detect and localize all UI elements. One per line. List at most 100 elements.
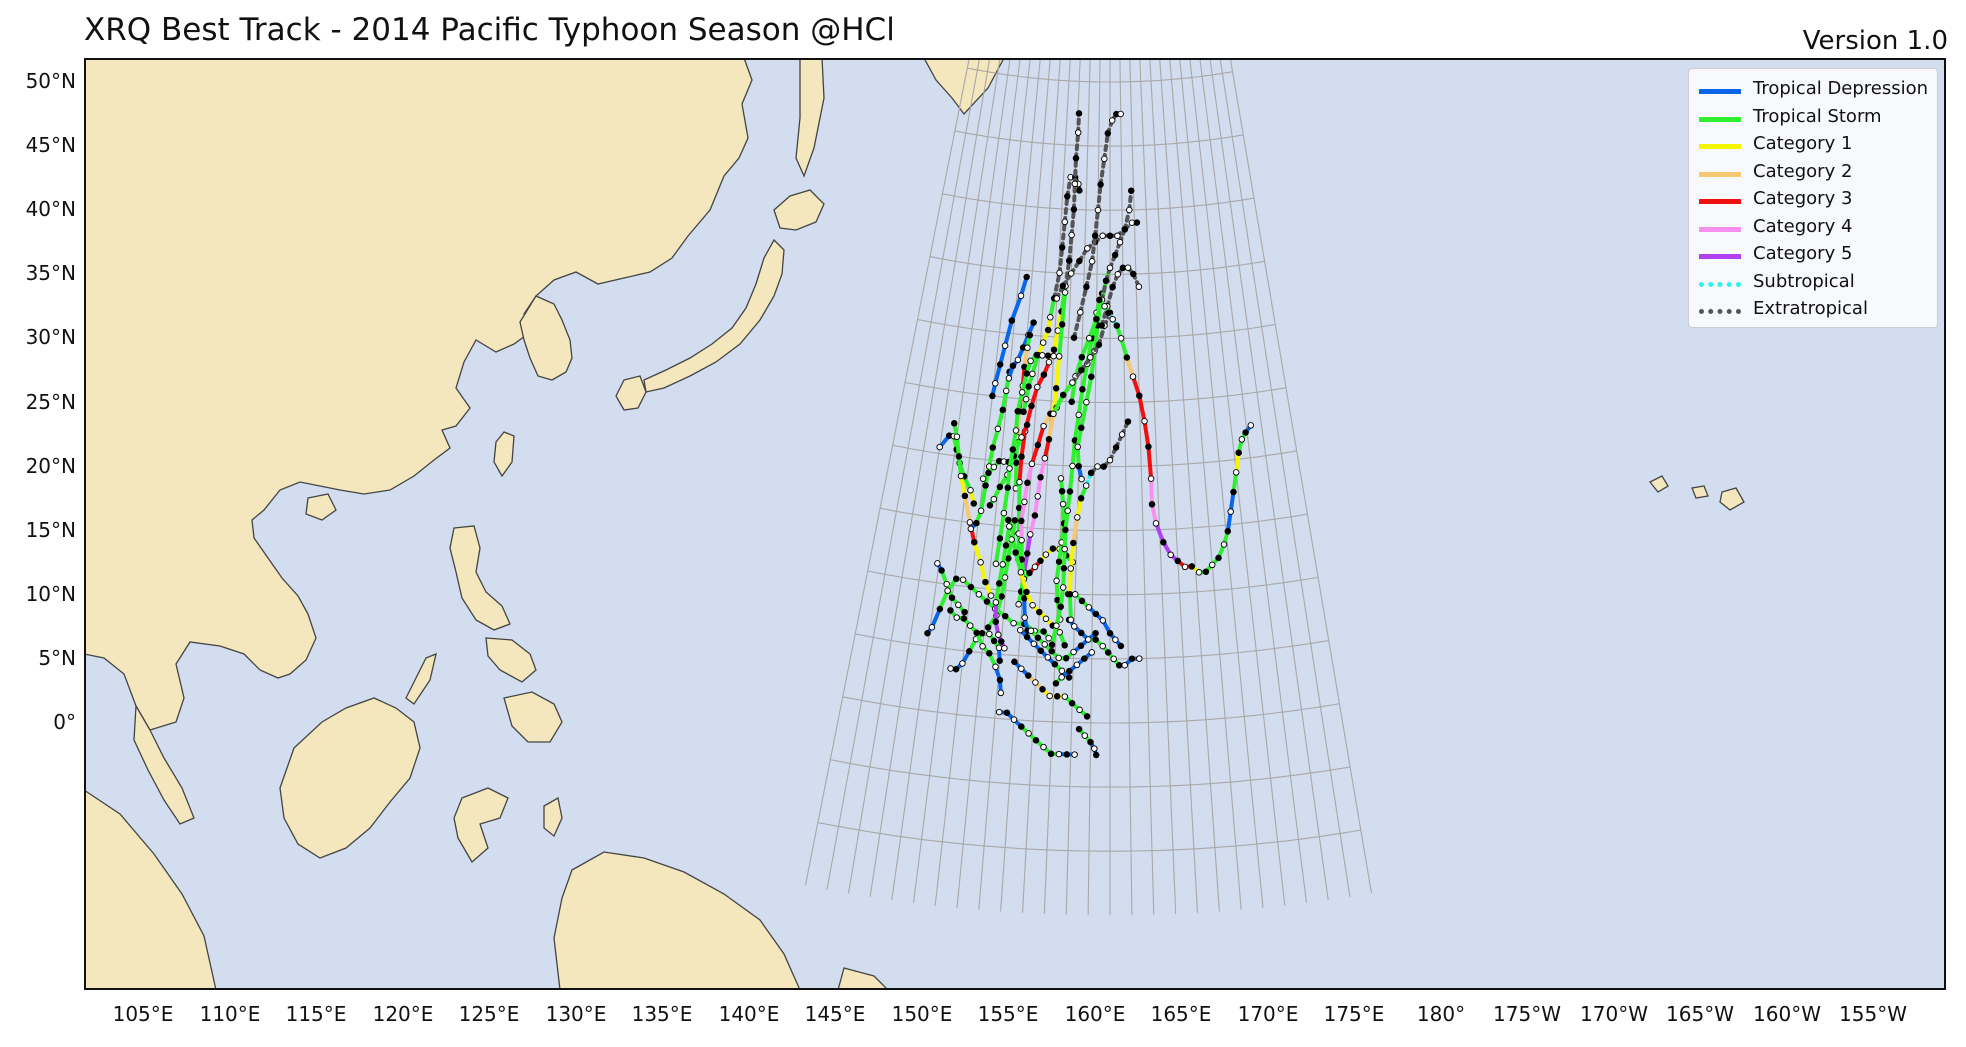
lat-label: 35°N — [25, 261, 76, 285]
land-asia-mainland — [84, 58, 753, 731]
track-point — [1012, 427, 1020, 434]
track-point — [1148, 501, 1156, 508]
track-point — [1023, 588, 1030, 596]
track-segment — [959, 474, 967, 498]
track-point — [1071, 591, 1079, 598]
track-point — [1025, 383, 1032, 390]
track-point — [948, 594, 956, 601]
track-point — [1092, 636, 1099, 643]
meridian-line — [1189, 58, 1286, 906]
legend-item-category-2: Category 2 — [1699, 160, 1935, 186]
track-segment — [1029, 385, 1040, 408]
track-segment — [1079, 336, 1092, 360]
meridian-line — [1209, 58, 1329, 901]
track-point — [1136, 392, 1143, 399]
track-segment — [993, 536, 1002, 566]
track-segment — [1131, 374, 1142, 398]
track-point — [1002, 387, 1010, 395]
track-point — [1053, 295, 1061, 302]
track-point — [1113, 322, 1121, 329]
track-segment — [1067, 592, 1073, 622]
track-point — [1082, 482, 1090, 489]
lon-label: 160°W — [1753, 1002, 1821, 1026]
track-point — [1096, 296, 1103, 304]
track-point — [1034, 634, 1042, 641]
meridian-line — [1179, 58, 1264, 908]
track-point — [1114, 232, 1121, 240]
track-point — [989, 392, 996, 400]
lon-label: 170°E — [1237, 1002, 1299, 1026]
track-segment — [1050, 623, 1059, 647]
track-point — [977, 559, 984, 566]
track-point — [1045, 436, 1053, 443]
track-point — [1160, 539, 1167, 546]
track-point — [1040, 422, 1047, 430]
track-point — [1046, 692, 1053, 700]
track-point — [1001, 574, 1009, 581]
lon-label: 155°E — [977, 1002, 1039, 1026]
meridian-line — [869, 58, 1001, 897]
track-point — [966, 622, 974, 629]
track-point — [1030, 640, 1038, 648]
track-point — [1006, 465, 1013, 472]
track-point — [1061, 218, 1069, 226]
track-point — [1062, 526, 1069, 534]
legend-label: Tropical Storm — [1753, 105, 1882, 127]
track-point — [995, 644, 1003, 652]
track-point — [1078, 424, 1085, 432]
lon-label: 120°E — [372, 1002, 434, 1026]
track-point — [1040, 628, 1047, 635]
track-point — [1018, 517, 1025, 525]
track-point — [1232, 469, 1240, 476]
track-point — [1005, 375, 1013, 382]
track-point — [1135, 283, 1143, 290]
track-point — [1058, 667, 1066, 675]
track-point — [1029, 370, 1036, 378]
lon-label: 165°E — [1150, 1002, 1212, 1026]
track-point — [938, 567, 945, 574]
lat-label: 5°N — [38, 646, 76, 670]
track-segment — [1060, 290, 1068, 327]
track-point — [966, 519, 974, 526]
lat-label: 20°N — [25, 454, 76, 478]
track-point — [1075, 110, 1083, 117]
land-palawan — [405, 652, 437, 705]
track-point — [1055, 353, 1063, 360]
track-segment — [1078, 284, 1089, 315]
track-point — [1033, 351, 1040, 359]
track-point — [1121, 661, 1128, 669]
track-point — [1059, 584, 1067, 591]
track-point — [1078, 629, 1085, 637]
track-point — [1075, 462, 1082, 470]
track-point — [1077, 642, 1085, 650]
lon-label: 150°E — [891, 1002, 953, 1026]
track-point — [1136, 655, 1143, 662]
track-segment — [956, 454, 963, 478]
track-segment — [1234, 450, 1241, 475]
track-point — [996, 483, 1004, 491]
storm-tracks — [924, 110, 1255, 759]
track-segment — [997, 511, 1006, 541]
land-new-guinea — [553, 851, 801, 990]
track-point — [947, 665, 954, 672]
track-point — [1057, 475, 1065, 482]
track-point — [977, 507, 985, 515]
track-segment — [1057, 322, 1065, 359]
track-segment — [1071, 515, 1080, 545]
legend-swatch — [1699, 281, 1741, 287]
land-japan-kyushu — [615, 375, 647, 411]
track-point — [1230, 488, 1237, 496]
track-point — [984, 624, 992, 631]
track-point — [1026, 569, 1033, 577]
track-point — [1017, 626, 1024, 634]
track-point — [1015, 504, 1023, 512]
track-point — [1056, 629, 1063, 636]
track-segment — [1029, 443, 1040, 466]
track-point — [1005, 555, 1012, 562]
track-segment — [1067, 233, 1074, 263]
meridian-line — [912, 58, 1021, 903]
track-point — [1081, 655, 1088, 662]
lon-label: 110°E — [199, 1002, 261, 1026]
track-point — [1037, 647, 1045, 654]
track-point — [966, 648, 973, 655]
